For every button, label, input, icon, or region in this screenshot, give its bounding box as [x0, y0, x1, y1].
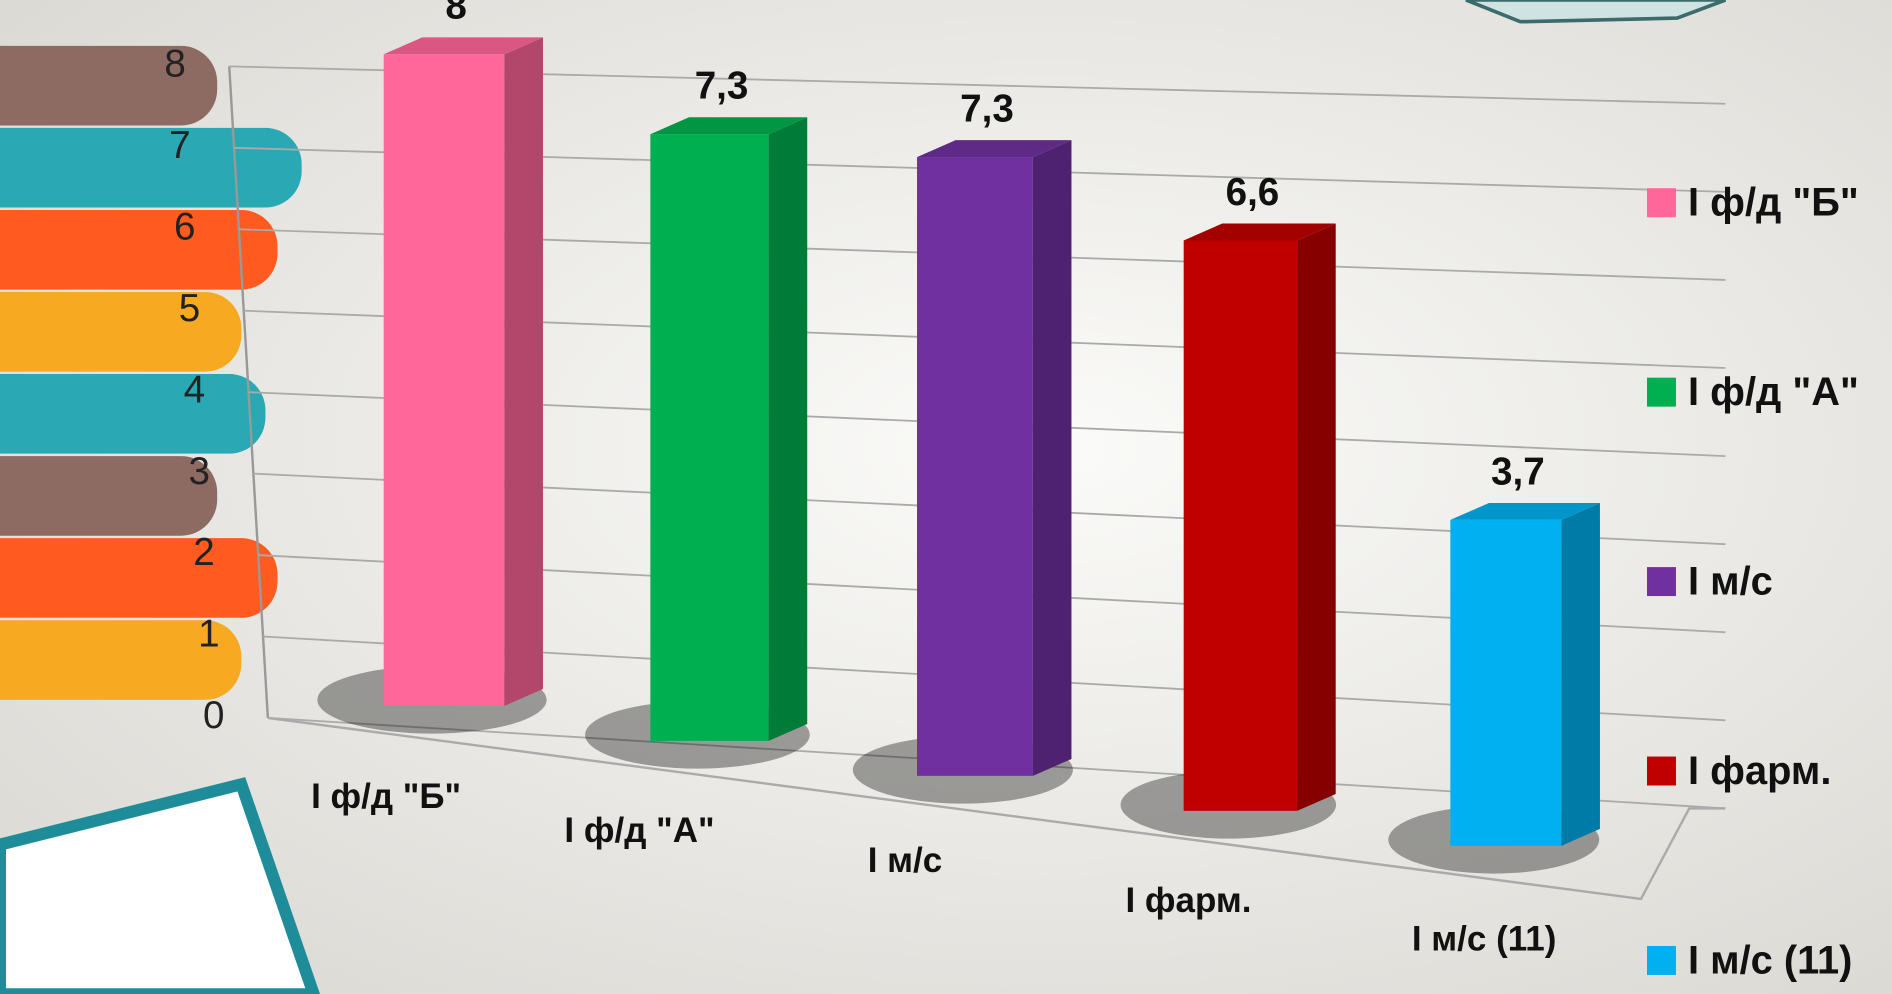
- y-tick-label: 4: [184, 368, 205, 411]
- legend-swatch: [1647, 567, 1676, 597]
- bar-top: [1183, 223, 1336, 241]
- y-tick-label: 5: [179, 287, 200, 330]
- legend-label: I ф/д "Б": [1688, 181, 1859, 225]
- bar-side: [504, 37, 543, 706]
- value-label: 3,7: [1491, 450, 1545, 493]
- bar-group: [585, 117, 810, 769]
- bar: [383, 54, 505, 706]
- y-tick-label: 6: [174, 205, 195, 248]
- legend-swatch: [1647, 756, 1676, 786]
- legend-label: I фарм.: [1688, 749, 1831, 793]
- value-label: 6,6: [1226, 171, 1280, 214]
- x-tick-label: I ф/д "Б": [311, 777, 461, 816]
- bar-group: [317, 37, 547, 734]
- bar-group: [1120, 223, 1337, 839]
- floor: [267, 716, 1726, 901]
- legend-swatch: [1647, 188, 1676, 218]
- bar-group: [852, 140, 1073, 804]
- y-tick-label: 2: [193, 531, 214, 574]
- legend-label: I м/с: [1688, 560, 1773, 604]
- y-tick-label: 1: [198, 613, 219, 656]
- x-tick-label: I м/с: [868, 841, 942, 880]
- bar-top: [650, 117, 808, 135]
- bar-side: [1561, 503, 1600, 846]
- bar: [1183, 240, 1298, 811]
- bar-top: [383, 37, 543, 55]
- y-tick-label: 3: [188, 450, 209, 493]
- value-label: 7,3: [960, 87, 1014, 130]
- y-tick-label: 0: [203, 694, 224, 737]
- bar-side: [1297, 223, 1336, 811]
- bar-group: [1388, 503, 1600, 874]
- value-label: 8: [445, 0, 466, 28]
- x-tick-label: I фарм.: [1125, 881, 1251, 920]
- bar-side: [768, 117, 808, 741]
- bar-top: [1450, 503, 1600, 520]
- legend-label: I м/с (11): [1688, 938, 1852, 982]
- y-tick-label: 8: [164, 43, 185, 86]
- bar-top: [917, 140, 1072, 158]
- legend-swatch: [1647, 377, 1676, 407]
- bar: [917, 157, 1033, 776]
- bar: [650, 134, 769, 741]
- legend-label: I ф/д "А": [1688, 370, 1859, 414]
- y-tick-label: 7: [169, 124, 190, 167]
- value-label: 7,3: [695, 65, 749, 108]
- bar-side: [1032, 140, 1072, 776]
- legend-swatch: [1647, 945, 1676, 975]
- x-tick-label: I ф/д "А": [564, 811, 714, 850]
- x-tick-label: I м/с (11): [1412, 919, 1557, 958]
- bar: [1450, 519, 1562, 846]
- decor-books: [0, 0, 1727, 994]
